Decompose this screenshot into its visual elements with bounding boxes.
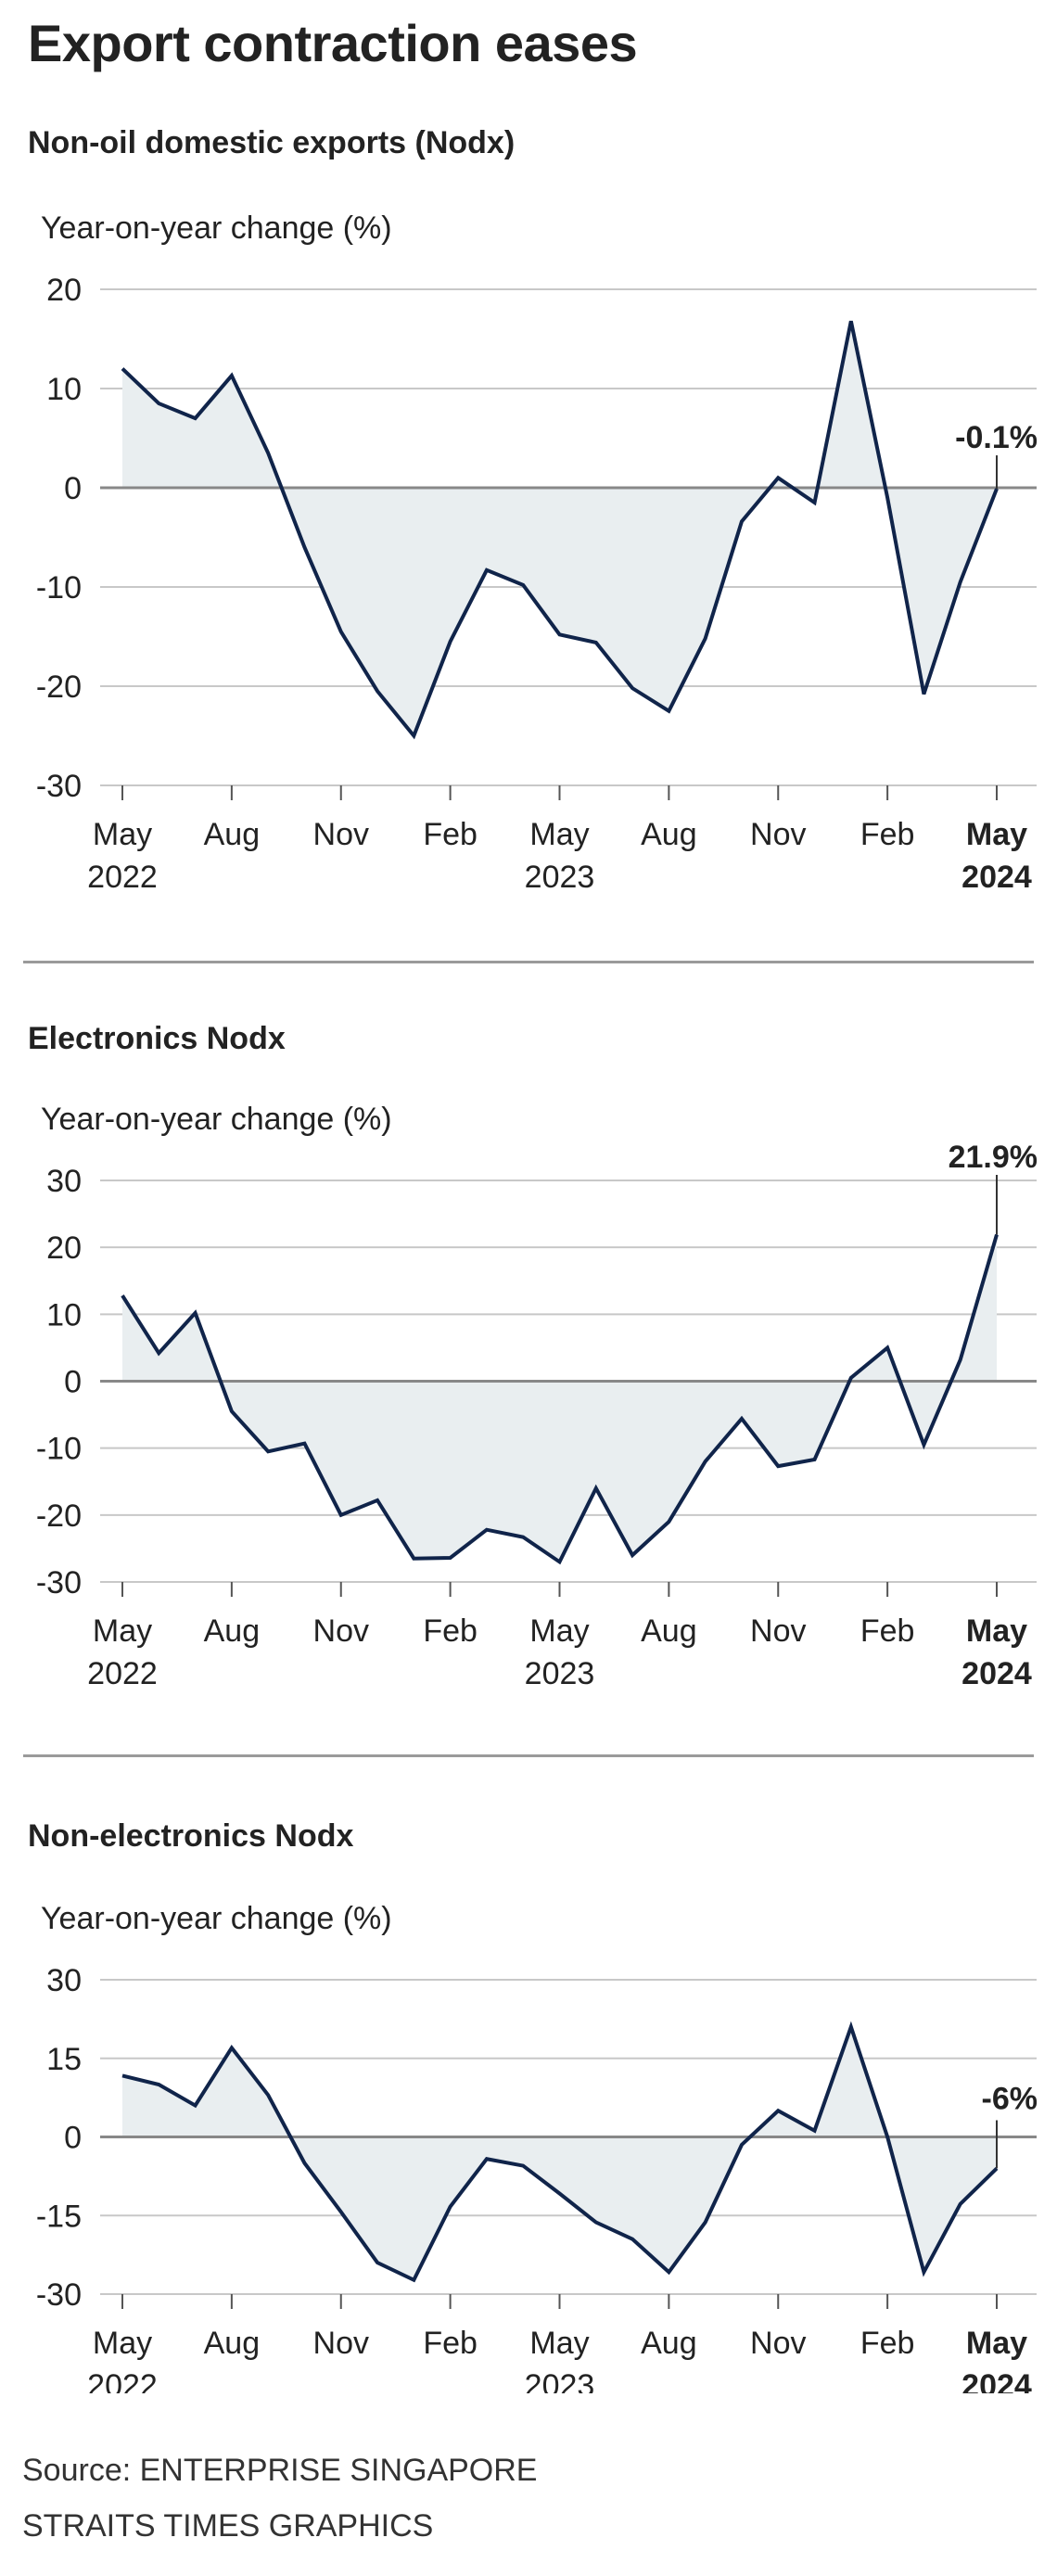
- y-tick-label: -10: [36, 1432, 82, 1467]
- annotation-label: -0.1%: [955, 420, 1038, 455]
- x-tick-year: 2023: [525, 1656, 595, 1691]
- x-tick-label: Nov: [750, 1613, 806, 1649]
- y-axis-label: Year-on-year change (%): [41, 210, 392, 246]
- annotation-label: 21.9%: [949, 1140, 1038, 1175]
- x-tick-year: 2024: [961, 2368, 1032, 2393]
- chart-nodx: Non-oil domestic exports (Nodx) Year-on-…: [0, 125, 1057, 941]
- y-tick-label: -10: [36, 570, 82, 606]
- chart-electronics-plot: Year-on-year change (%) 30 20 10 0 -10 -20 -30 M…: [36, 1102, 1038, 1691]
- y-tick-label: 20: [46, 273, 82, 308]
- y-tick-label: 0: [64, 2121, 82, 2156]
- x-tick-label: Aug: [641, 2326, 697, 2361]
- y-tick-label: 0: [64, 471, 82, 506]
- y-tick-label: 0: [64, 1365, 82, 1400]
- y-tick-label: -20: [36, 1498, 82, 1534]
- x-tick-label: May: [966, 817, 1027, 852]
- y-tick-label: 10: [46, 372, 82, 407]
- x-tick-label: Aug: [204, 1613, 261, 1649]
- x-tick-label: Aug: [641, 1613, 697, 1649]
- y-tick-label: 30: [46, 1963, 82, 1998]
- page-title: Export contraction eases: [28, 14, 638, 72]
- x-tick-label: May: [529, 817, 589, 852]
- x-tick-label: Feb: [423, 1613, 478, 1649]
- x-tick-year: 2022: [87, 2368, 158, 2393]
- credit-note: STRAITS TIMES GRAPHICS: [22, 2508, 434, 2544]
- x-tick-label: Aug: [204, 2326, 261, 2361]
- x-tick-label: Nov: [313, 1613, 369, 1649]
- x-tick-label: May: [529, 2326, 589, 2361]
- chart-electronics: Electronics Nodx Year-on-year change (%)…: [0, 1021, 1057, 1809]
- x-tick-year: 2022: [87, 1656, 158, 1691]
- source-note: Source: ENTERPRISE SINGAPORE: [22, 2453, 538, 2488]
- y-axis-label: Year-on-year change (%): [41, 1901, 392, 1936]
- x-tick-year: 2023: [525, 860, 595, 895]
- x-tick-label: May: [966, 2326, 1027, 2361]
- chart-title: Electronics Nodx: [28, 1021, 286, 1056]
- series-line: [121, 2021, 999, 2283]
- x-tick-label: Aug: [641, 817, 697, 852]
- area-fill: [122, 321, 997, 736]
- x-tick-label: Feb: [860, 817, 915, 852]
- x-tick-year: 2024: [961, 1656, 1032, 1691]
- y-tick-label: -30: [36, 2277, 82, 2313]
- y-tick-label: -30: [36, 769, 82, 804]
- y-tick-label: 20: [46, 1231, 82, 1266]
- x-tick-label: Feb: [423, 817, 478, 852]
- y-tick-label: -30: [36, 1565, 82, 1600]
- x-tick-label: Nov: [313, 2326, 369, 2361]
- chart-non-electronics-plot: Year-on-year change (%) 30 15 0 -15 -30 May 202…: [36, 1901, 1038, 2393]
- x-tick-year: 2024: [961, 860, 1032, 895]
- x-tick-year: 2022: [87, 860, 158, 895]
- y-axis-label: Year-on-year change (%): [41, 1102, 392, 1137]
- section-divider: [23, 1754, 1034, 1757]
- y-tick-label: 15: [46, 2042, 82, 2077]
- y-tick-label: 30: [46, 1164, 82, 1199]
- chart-title: Non-electronics Nodx: [28, 1818, 354, 1854]
- x-tick-label: Feb: [423, 2326, 478, 2361]
- area-fill: [122, 2026, 997, 2280]
- x-tick-label: Feb: [860, 2326, 915, 2361]
- y-tick-label: 10: [46, 1297, 82, 1333]
- series-line: [121, 1233, 999, 1565]
- x-tick-label: Nov: [750, 2326, 806, 2361]
- x-tick-label: Nov: [750, 817, 806, 852]
- x-tick-label: May: [93, 2326, 152, 2361]
- chart-non-electronics: Non-electronics Nodx Year-on-year change…: [0, 1818, 1057, 2393]
- chart-title: Non-oil domestic exports (Nodx): [28, 125, 516, 160]
- x-tick-label: Nov: [313, 817, 369, 852]
- area-fill: [122, 1234, 997, 1562]
- chart-nodx-plot: Year-on-year change (%) 20 10 0 -10 -20 -30 May…: [36, 210, 1038, 895]
- series-line: [121, 320, 999, 740]
- section-divider: [23, 961, 1034, 963]
- y-tick-label: -15: [36, 2199, 82, 2234]
- annotation-label: -6%: [982, 2082, 1038, 2117]
- x-tick-label: Feb: [860, 1613, 915, 1649]
- x-tick-label: Aug: [204, 817, 261, 852]
- x-tick-year: 2023: [525, 2368, 595, 2393]
- x-tick-label: May: [529, 1613, 589, 1649]
- x-tick-label: May: [966, 1613, 1027, 1649]
- x-tick-label: May: [93, 817, 152, 852]
- y-tick-label: -20: [36, 670, 82, 705]
- x-tick-label: May: [93, 1613, 152, 1649]
